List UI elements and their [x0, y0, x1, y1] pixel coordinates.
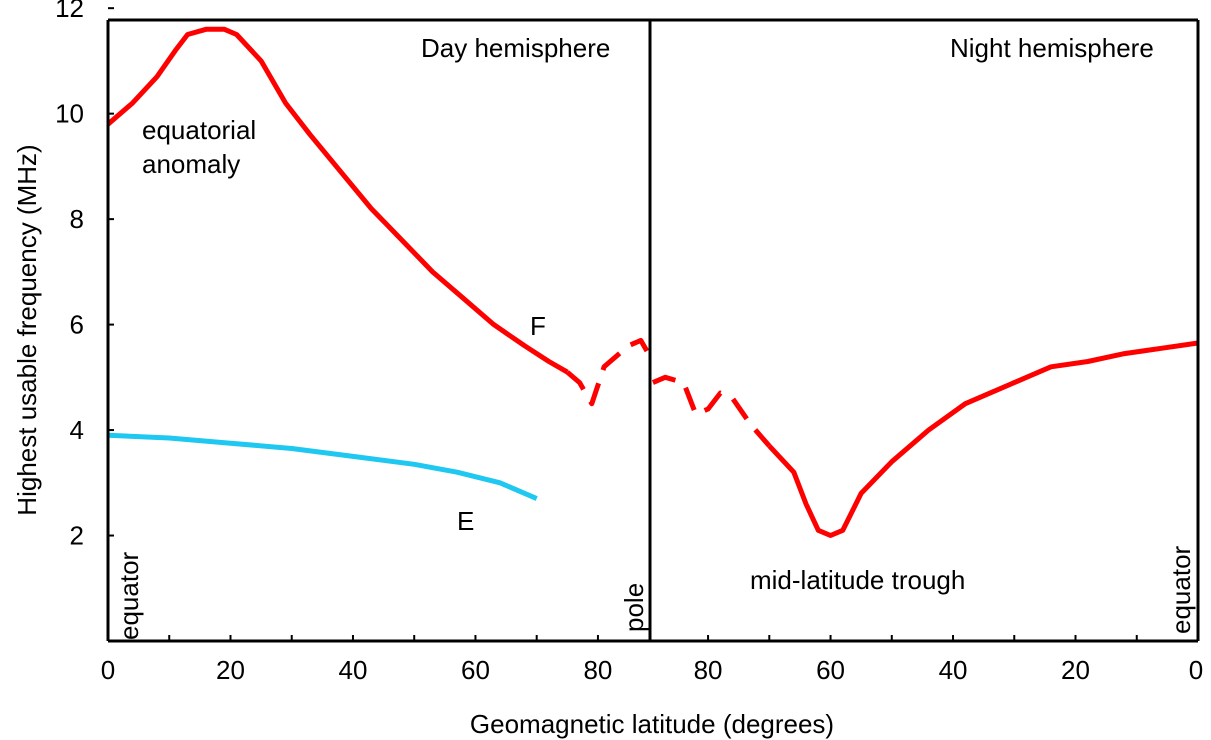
y-tick-label: 6: [70, 310, 84, 340]
tick-marks: [108, 7, 1138, 641]
marker-pole: pole: [619, 583, 649, 632]
x-tick-labels: 0 20 40 60 80 80 60 40 20 0: [101, 655, 1203, 685]
marker-equator-right: equator: [1166, 545, 1196, 634]
y-tick-label: 4: [70, 415, 84, 445]
annotation-trough: mid-latitude trough: [750, 565, 965, 595]
axes-frame: [106, 18, 1200, 643]
y-tick-label: 8: [70, 204, 84, 234]
x-tick-label-night: 80: [694, 655, 723, 685]
series-f-night-dashed-line: [651, 374, 772, 448]
x-tick-label-day: 20: [216, 655, 245, 685]
x-tick-label-night: 40: [939, 655, 968, 685]
x-tick-label-night: 20: [1061, 655, 1090, 685]
x-tick-label-day: 40: [339, 655, 368, 685]
y-tick-labels: 2 4 6 8 10 12: [55, 0, 84, 551]
series-e-day-solid-line: [107, 432, 538, 501]
series-f-day-solid-line: [106, 26, 569, 375]
x-tick-label-night: 0: [1189, 655, 1203, 685]
y-tick-label: 10: [55, 99, 84, 129]
marker-equator-left: equator: [114, 551, 144, 640]
annotation-equatorial: equatorial: [142, 115, 256, 145]
panel-label-day: Day hemisphere: [421, 33, 610, 63]
y-axis-title: Highest usable frequency (MHz): [12, 144, 42, 515]
data-lines: [106, 26, 1199, 538]
series-f-day-dashed-line: [565, 337, 650, 407]
series-f-night-solid-line: [767, 340, 1199, 538]
x-axis-title: Geomagnetic latitude (degrees): [470, 709, 834, 739]
x-tick-label-day: 80: [583, 655, 612, 685]
annotation-e-layer: E: [457, 506, 474, 536]
y-tick-label: 2: [70, 521, 84, 551]
annotation-f-layer: F: [530, 311, 546, 341]
x-tick-label-night: 60: [816, 655, 845, 685]
x-tick-label-day: 60: [461, 655, 490, 685]
annotation-anomaly: anomaly: [142, 149, 240, 179]
panel-label-night: Night hemisphere: [950, 33, 1154, 63]
y-tick-label: 12: [55, 0, 84, 23]
x-tick-label-day: 0: [101, 655, 115, 685]
